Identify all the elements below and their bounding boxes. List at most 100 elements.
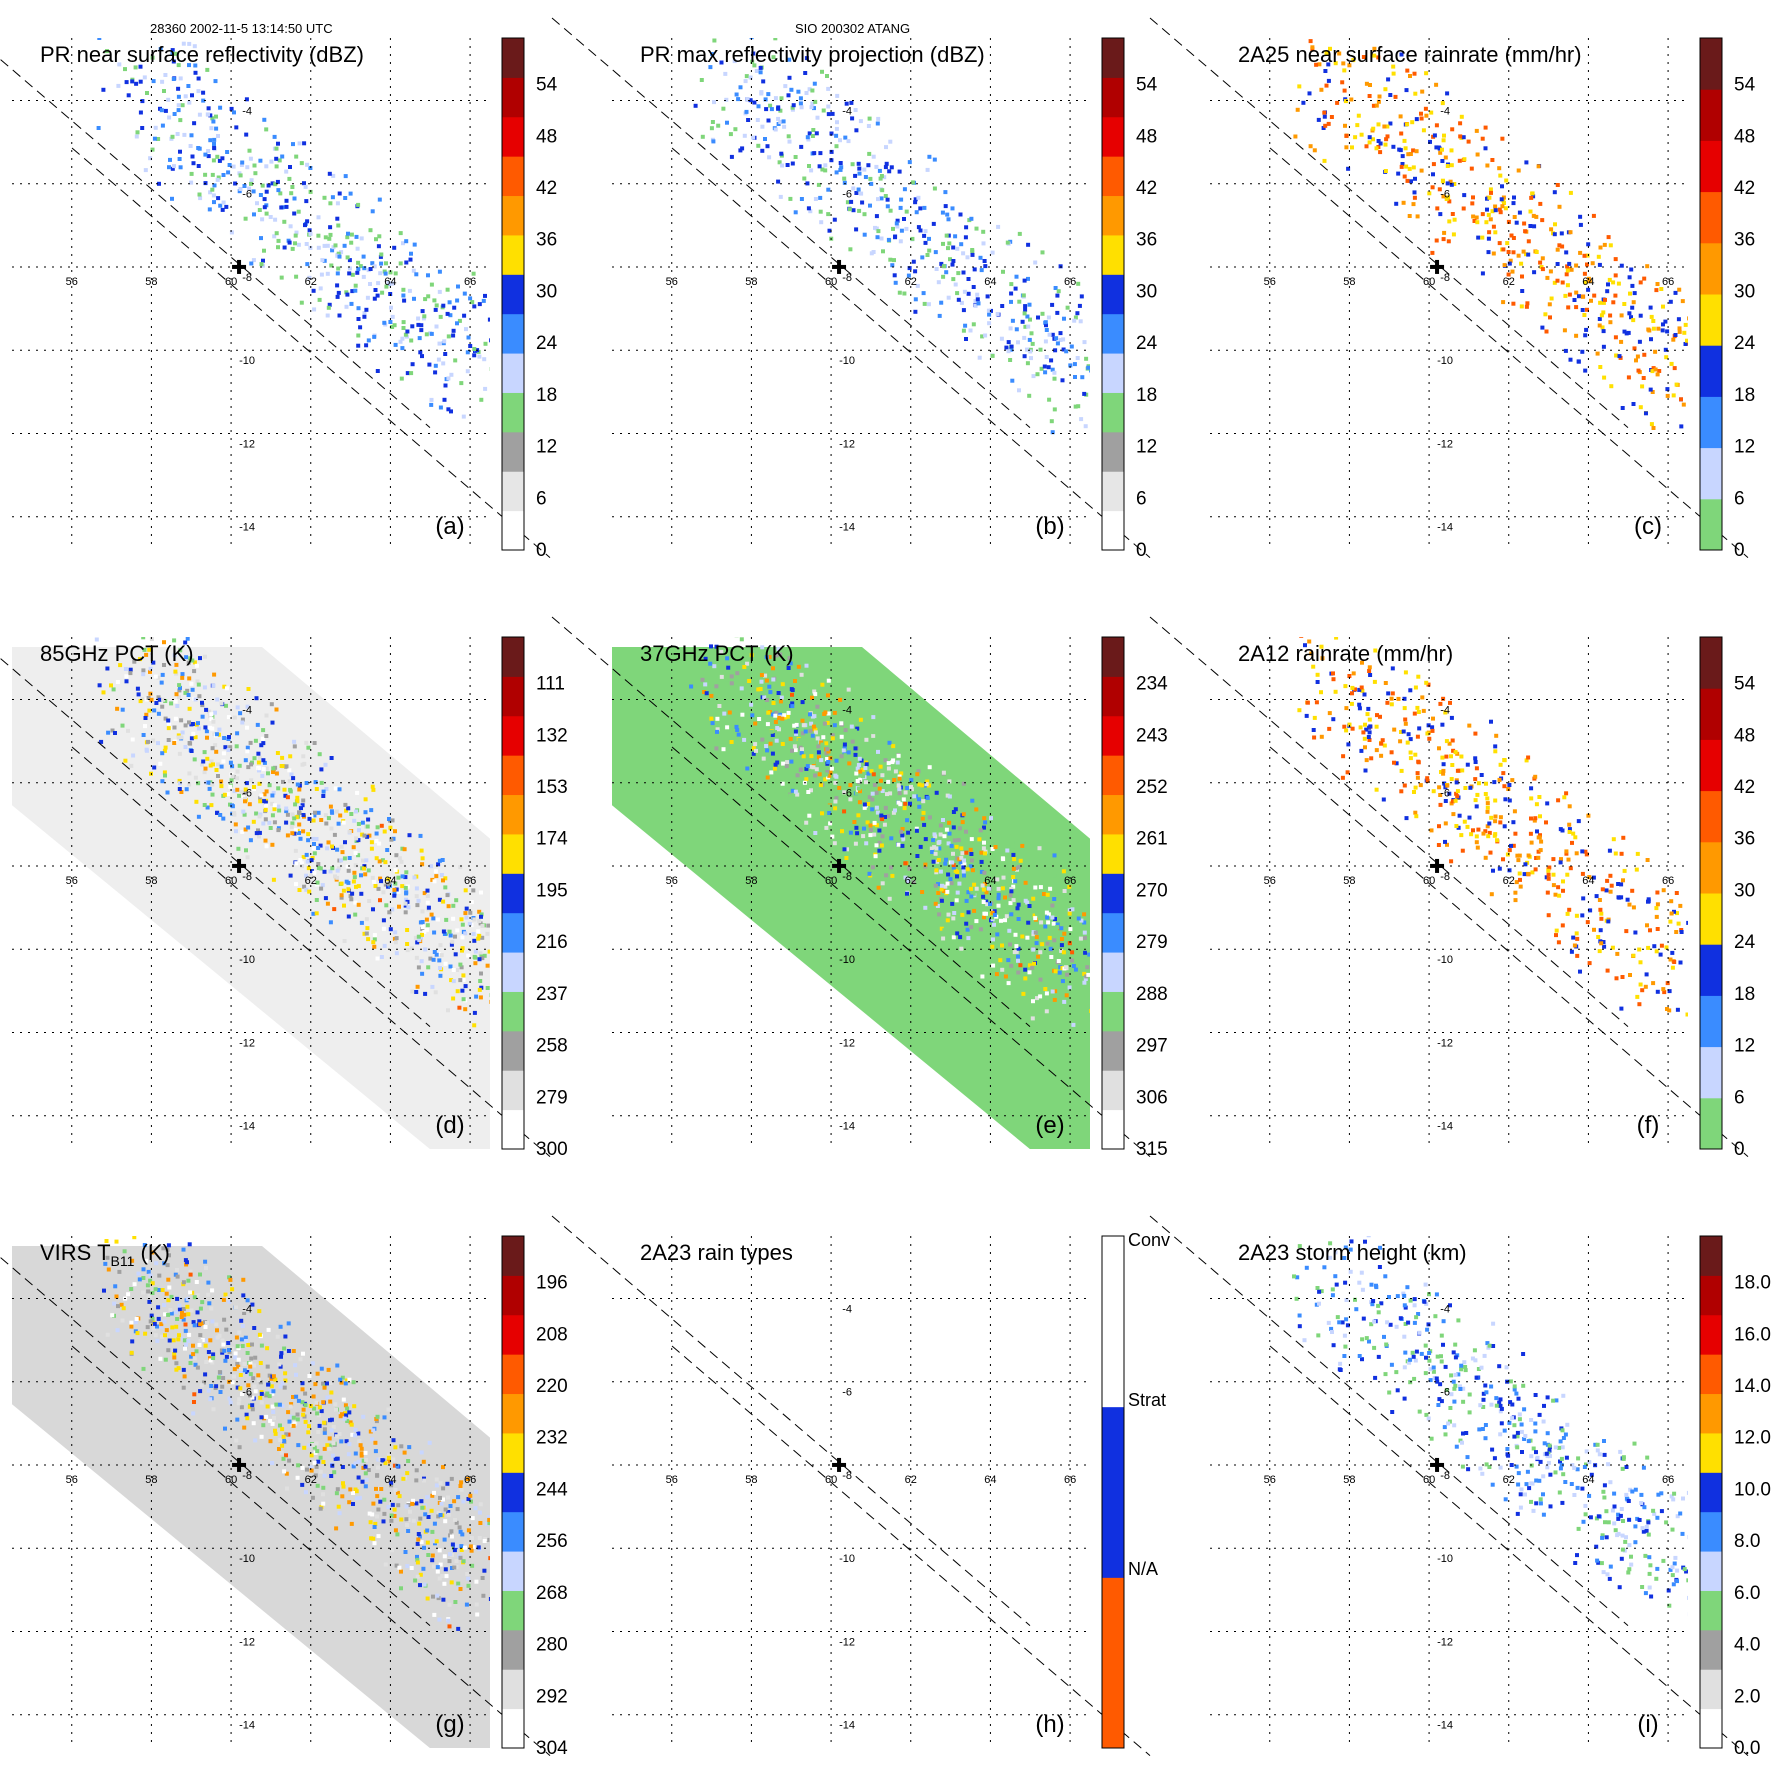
field-pixel — [758, 687, 763, 691]
field-pixel — [1460, 848, 1465, 853]
field-pixel — [232, 110, 236, 115]
field-pixel — [927, 815, 932, 820]
field-pixel — [701, 631, 705, 635]
field-pixel — [336, 251, 341, 256]
field-pixel — [243, 799, 247, 804]
field-pixel — [721, 747, 726, 752]
field-pixel — [765, 775, 770, 780]
field-pixel — [158, 761, 163, 766]
field-pixel — [1400, 154, 1405, 159]
field-pixel — [1655, 890, 1660, 895]
field-pixel — [196, 781, 201, 786]
field-pixel — [372, 933, 377, 938]
field-pixel — [905, 786, 910, 790]
field-pixel — [312, 842, 316, 846]
field-pixel — [167, 165, 171, 170]
field-pixel — [235, 705, 240, 710]
field-pixel — [1418, 783, 1423, 788]
field-pixel — [880, 881, 885, 886]
field-pixel — [709, 693, 714, 698]
field-pixel — [381, 880, 386, 885]
field-pixel — [1094, 1031, 1098, 1035]
field-pixel — [448, 964, 453, 969]
field-pixel — [206, 106, 211, 111]
field-pixel — [329, 809, 334, 814]
field-pixel — [411, 1498, 416, 1503]
field-pixel — [1648, 928, 1652, 933]
field-pixel — [918, 206, 923, 211]
field-pixel — [365, 926, 370, 931]
field-pixel — [410, 1501, 415, 1506]
field-pixel — [262, 205, 267, 210]
field-pixel — [230, 764, 235, 769]
field-pixel — [978, 828, 983, 833]
field-pixel — [1322, 158, 1327, 163]
field-pixel — [1077, 303, 1082, 308]
field-pixel — [189, 171, 194, 176]
field-pixel — [390, 314, 395, 319]
field-pixel — [1380, 738, 1385, 743]
field-pixel — [448, 933, 453, 938]
field-pixel — [331, 1441, 336, 1446]
field-pixel — [254, 811, 259, 816]
field-pixel — [1376, 55, 1381, 60]
field-pixel — [350, 272, 355, 277]
field-pixel — [102, 1288, 106, 1293]
field-pixel — [970, 248, 975, 252]
field-pixel — [1440, 755, 1445, 760]
field-pixel — [215, 177, 220, 182]
field-pixel — [842, 790, 847, 795]
field-pixel — [1311, 664, 1316, 669]
field-pixel — [1003, 974, 1008, 979]
field-pixel — [1297, 84, 1302, 89]
field-pixel — [1655, 372, 1660, 377]
field-pixel — [1067, 885, 1072, 889]
field-pixel — [320, 883, 325, 888]
field-pixel — [186, 693, 191, 697]
field-pixel — [392, 1507, 397, 1512]
field-pixel — [420, 856, 425, 861]
field-pixel — [105, 49, 109, 54]
field-pixel — [319, 886, 324, 891]
field-pixel — [120, 707, 125, 712]
field-pixel — [804, 91, 809, 95]
field-pixel — [702, 690, 707, 694]
field-pixel — [1402, 696, 1407, 701]
field-pixel — [1026, 242, 1031, 247]
field-pixel — [779, 151, 784, 156]
lat-tick-label: -6 — [842, 788, 852, 800]
field-pixel — [145, 1283, 150, 1288]
field-pixel — [779, 695, 784, 700]
field-pixel — [126, 93, 131, 98]
field-pixel — [923, 862, 928, 867]
field-pixel — [1449, 859, 1454, 864]
field-pixel — [1053, 286, 1058, 290]
field-pixel — [176, 63, 181, 68]
field-pixel — [1055, 341, 1060, 346]
field-pixel — [443, 961, 448, 966]
field-pixel — [927, 236, 931, 241]
field-pixel — [967, 884, 972, 888]
field-pixel — [895, 224, 900, 229]
field-pixel — [1659, 943, 1664, 948]
field-pixel — [439, 1501, 444, 1506]
field-pixel — [396, 875, 401, 880]
field-pixel — [1644, 972, 1649, 977]
field-pixel — [343, 196, 348, 200]
field-pixel — [713, 713, 718, 718]
field-pixel — [368, 282, 372, 286]
field-pixel — [294, 230, 299, 235]
field-pixel — [336, 223, 341, 228]
field-pixel — [192, 669, 197, 674]
field-pixel — [209, 803, 214, 808]
field-pixel — [1039, 920, 1044, 925]
field-pixel — [936, 858, 941, 862]
field-pixel — [290, 185, 295, 189]
field-pixel — [414, 1501, 419, 1506]
field-pixel — [404, 897, 408, 902]
field-pixel — [880, 789, 885, 793]
field-pixel — [1501, 195, 1506, 200]
field-pixel — [189, 681, 194, 686]
field-pixel — [246, 1342, 251, 1347]
